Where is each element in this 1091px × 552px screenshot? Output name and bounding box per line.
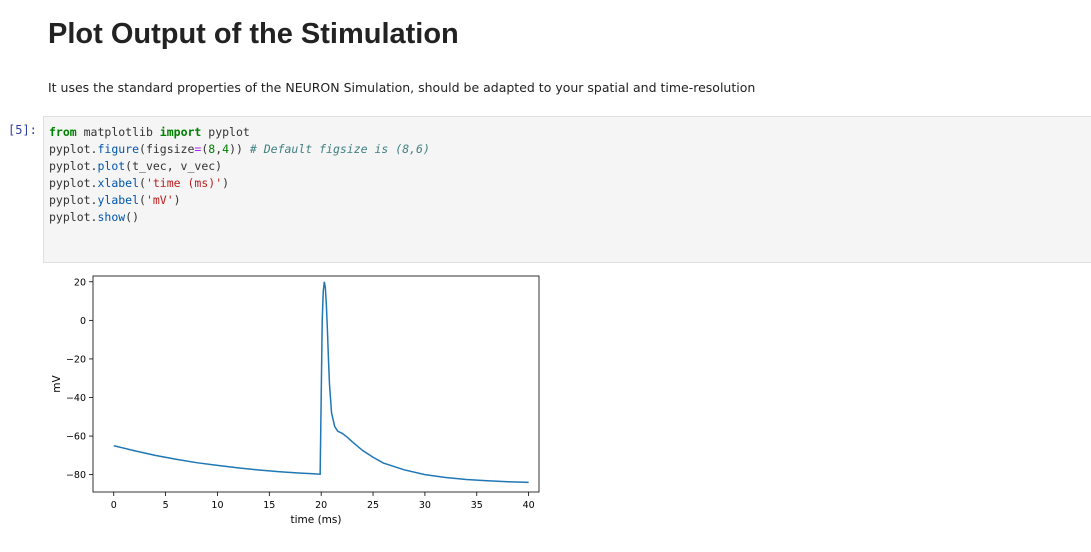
- code-token: )): [229, 142, 250, 156]
- code-string: 'time (ms)': [145, 176, 223, 190]
- code-token: ylabel: [97, 193, 140, 207]
- x-tick-label: 40: [523, 500, 535, 511]
- y-tick-label: −60: [66, 432, 86, 443]
- x-tick-label: 10: [211, 500, 223, 511]
- y-tick-label: −20: [66, 354, 86, 365]
- x-tick-label: 25: [367, 500, 379, 511]
- y-tick-label: −40: [66, 393, 86, 404]
- code-string: 'mV': [145, 193, 174, 207]
- plot-output: 0 5 10 15 20 25 30 35 40 −80 −60 −40 −20 0 20 time (m…: [51, 275, 540, 526]
- code-token: matplotlib: [76, 125, 160, 139]
- y-tick-label: −80: [66, 470, 86, 481]
- y-tick-label: 0: [80, 316, 86, 327]
- plot-axes-frame: [92, 275, 540, 493]
- code-comment: # Default figsize is (8,6): [249, 142, 430, 156]
- code-token: 8: [208, 142, 216, 156]
- code-token: pyplot.: [49, 193, 98, 207]
- section-description: It uses the standard properties of the N…: [48, 80, 756, 95]
- code-token: ): [222, 176, 230, 190]
- x-axis: 0 5 10 15 20 25 30 35 40: [111, 492, 535, 511]
- section-heading: Plot Output of the Stimulation: [48, 18, 459, 50]
- x-tick-label: 5: [163, 500, 169, 511]
- code-token: ): [173, 193, 181, 207]
- code-token: xlabel: [97, 176, 140, 190]
- code-token: (: [139, 193, 146, 207]
- code-token: pyplot.: [49, 159, 98, 173]
- code-token: import: [159, 125, 202, 139]
- x-tick-label: 15: [263, 500, 275, 511]
- code-cell[interactable]: from matplotlib import pyplot pyplot.fig…: [43, 116, 1091, 263]
- code-token: (t_vec, v_vec): [125, 159, 223, 173]
- code-token: ,: [215, 142, 223, 156]
- code-token: show: [97, 210, 126, 224]
- x-tick-label: 0: [111, 500, 117, 511]
- cell-prompt: [5]:: [8, 123, 37, 137]
- code-token: figure: [97, 142, 140, 156]
- y-tick-label: 20: [74, 277, 86, 288]
- voltage-trace-line: [113, 281, 529, 484]
- y-axis: −80 −60 −40 −20 0 20: [66, 277, 93, 481]
- code-token: pyplot: [201, 125, 250, 139]
- code-token: pyplot.: [49, 176, 98, 190]
- code-token: 4: [222, 142, 230, 156]
- code-token: =: [194, 142, 202, 156]
- code-token: (figsize: [139, 142, 195, 156]
- code-token: plot: [97, 159, 126, 173]
- code-token: (: [201, 142, 209, 156]
- x-axis-label: time (ms): [291, 514, 342, 526]
- code-token: from: [49, 125, 77, 139]
- y-axis-label: mV: [51, 374, 63, 392]
- code-editor[interactable]: from matplotlib import pyplot pyplot.fig…: [49, 124, 430, 226]
- code-token: (): [125, 210, 140, 224]
- code-token: pyplot.: [49, 210, 98, 224]
- code-token: pyplot.: [49, 142, 98, 156]
- code-token: (: [139, 176, 146, 190]
- x-tick-label: 20: [315, 500, 327, 511]
- x-tick-label: 35: [471, 500, 483, 511]
- x-tick-label: 30: [419, 500, 431, 511]
